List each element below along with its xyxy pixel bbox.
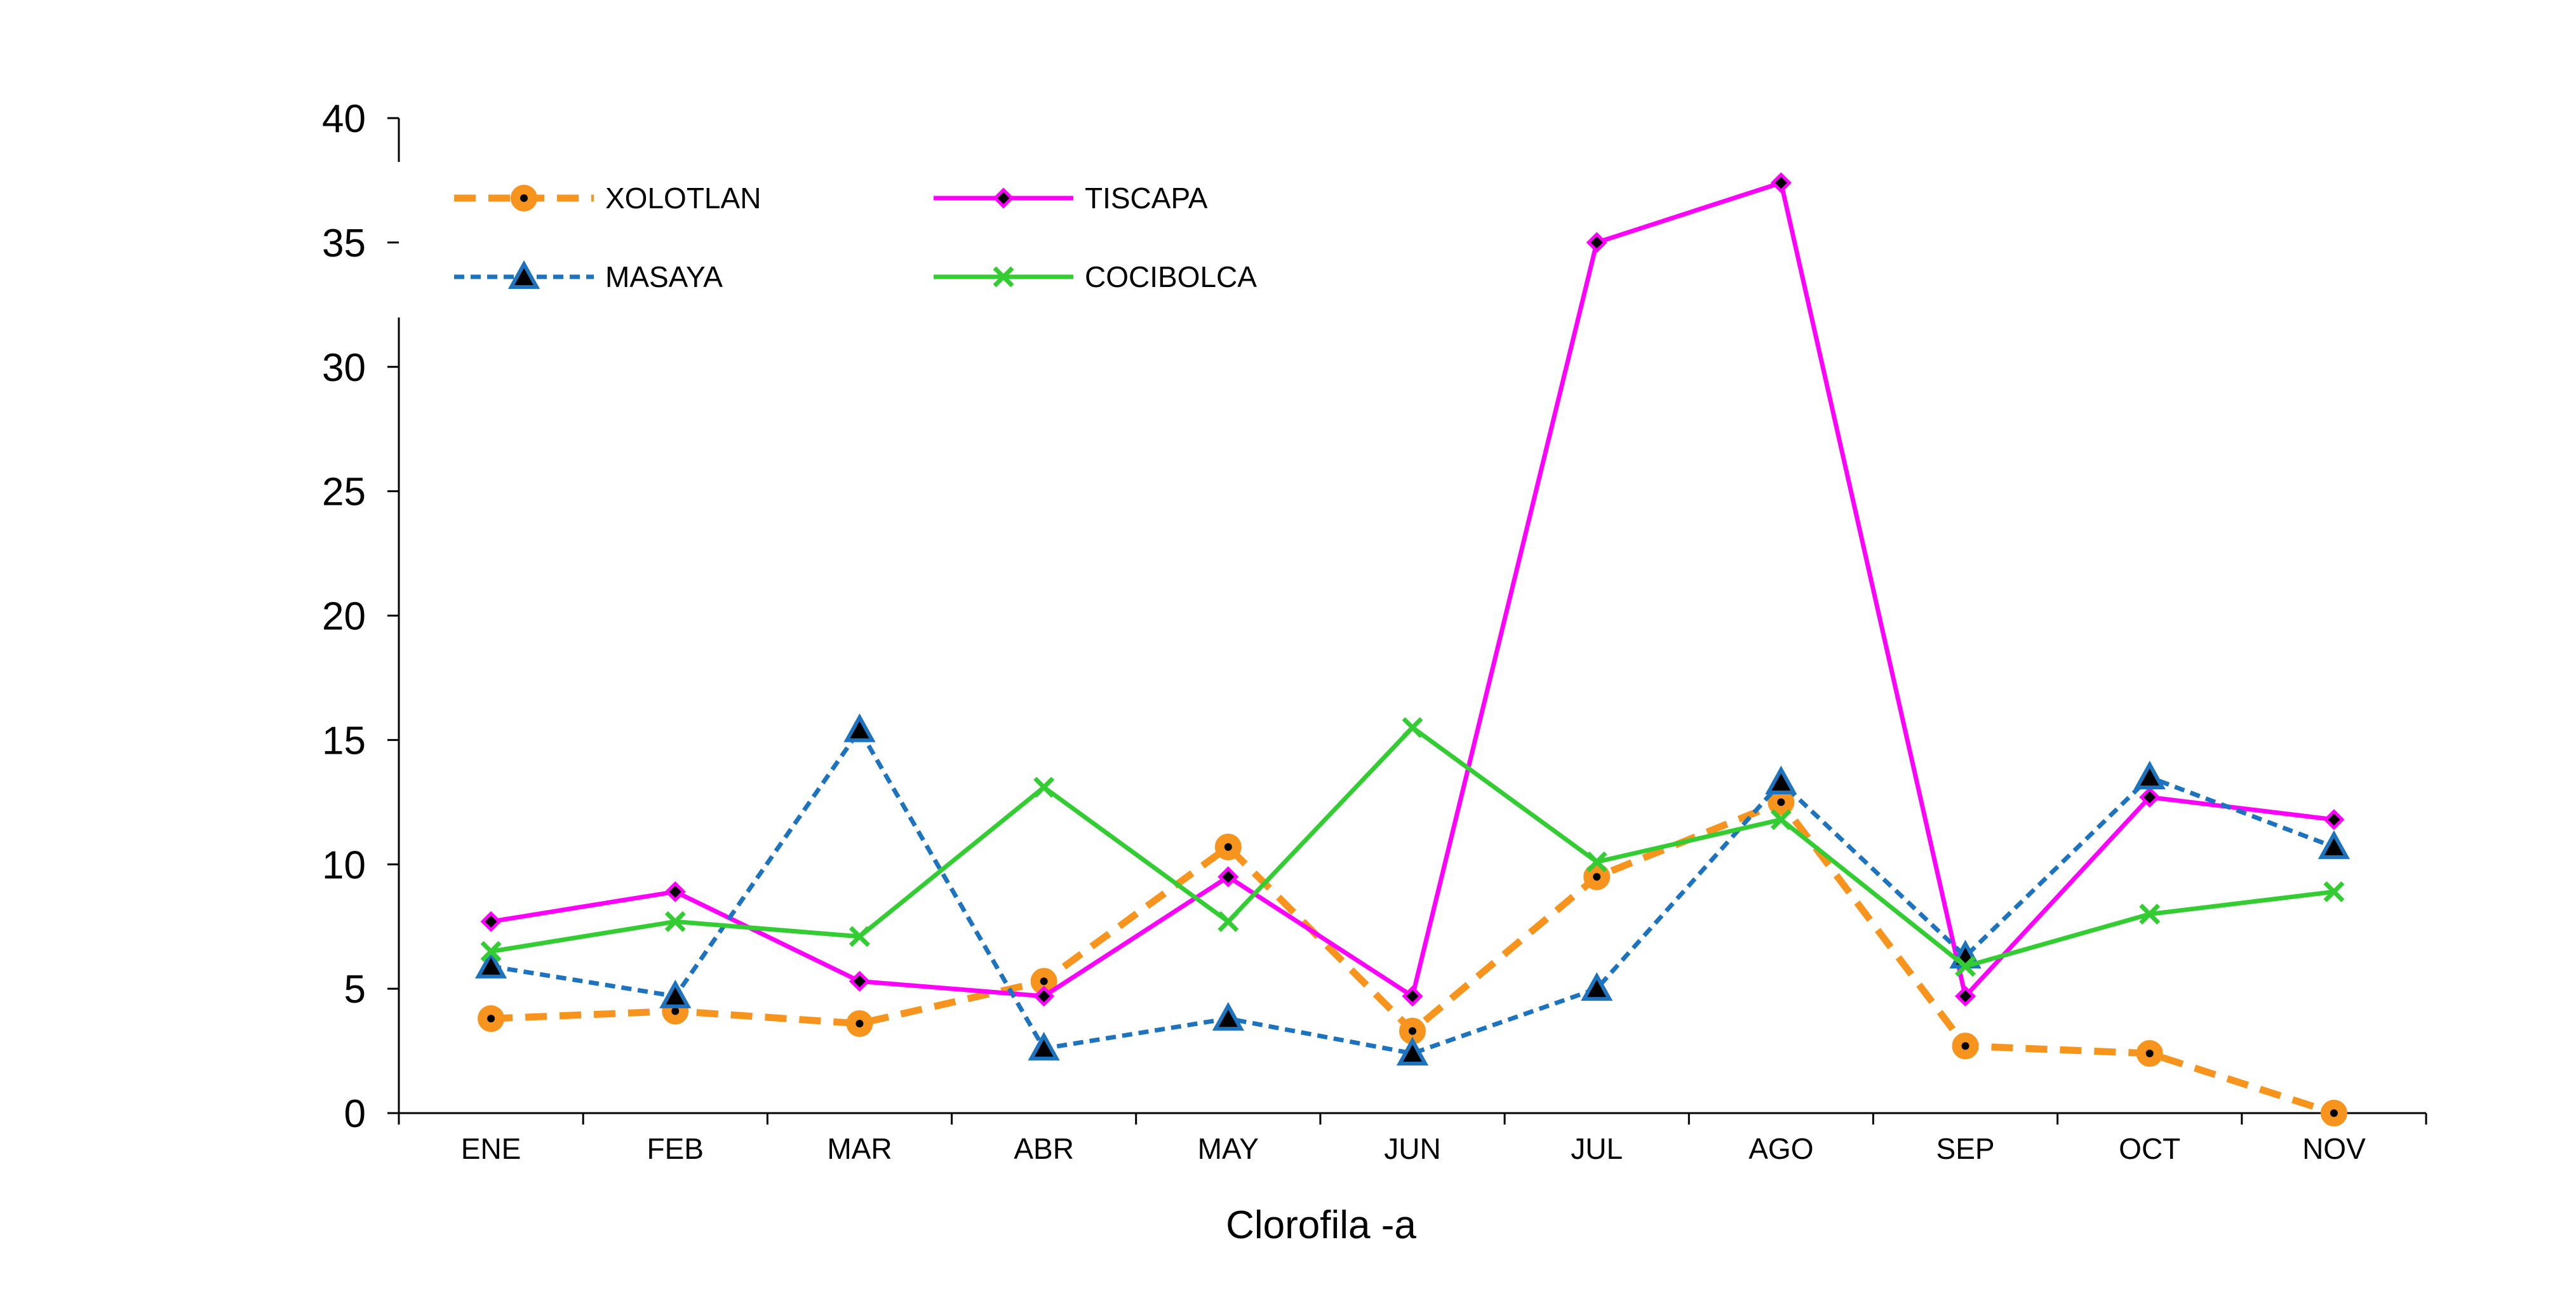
data-point-tiscapa	[664, 881, 686, 902]
data-point-xolotlan-center	[1040, 977, 1048, 985]
data-point-masaya	[659, 979, 692, 1008]
data-point-masaya	[1765, 765, 1797, 794]
series-xolotlan	[478, 789, 2347, 1126]
data-point-xolotlan-center	[671, 1007, 680, 1015]
data-point-cocibolca-b	[1218, 911, 1239, 932]
legend: XOLOTLAN TISCAPA MASAYA COCIBOLCA	[454, 182, 1257, 293]
series-line-tiscapa	[490, 180, 2335, 999]
legend-marker-cocibolca-b	[993, 266, 1014, 288]
data-point-xolotlan-center	[1409, 1027, 1416, 1035]
legend-item-cocibolca: COCIBOLCA	[934, 260, 1257, 293]
data-point-tiscapa	[1218, 866, 1239, 888]
series-cocibolca	[480, 717, 2345, 977]
data-point-cocibolca-b	[1586, 851, 1607, 872]
data-point-masaya	[1396, 1036, 1429, 1065]
x-tick-label: JUL	[1571, 1132, 1623, 1165]
data-point-xolotlan-center	[1777, 798, 1785, 806]
data-point-cocibolca-b	[1770, 809, 1792, 831]
data-point-masaya	[1212, 1001, 1244, 1031]
x-tick-label: MAR	[827, 1132, 892, 1165]
legend-item-masaya: MASAYA	[454, 260, 723, 293]
legend-label-xolotlan: XOLOTLAN	[605, 182, 761, 215]
data-point-tiscapa	[1402, 985, 1423, 1007]
data-point-tiscapa	[1586, 232, 1607, 253]
series-tiscapa	[480, 172, 2345, 1007]
data-point-cocibolca-b	[664, 911, 686, 932]
series-masaya	[474, 713, 2351, 1065]
legend-label-tiscapa: TISCAPA	[1085, 182, 1208, 215]
legend-item-xolotlan: XOLOTLAN	[454, 182, 761, 215]
series-layer	[474, 172, 2351, 1126]
x-tick-label: ENE	[461, 1132, 521, 1165]
legend-label-cocibolca: COCIBOLCA	[1085, 260, 1257, 293]
legend-marker-tiscapa	[993, 187, 1014, 209]
data-point-tiscapa	[1955, 985, 1976, 1007]
data-point-xolotlan-center	[2145, 1049, 2154, 1057]
data-point-masaya	[843, 713, 876, 742]
data-point-masaya	[474, 949, 507, 978]
x-tick-label: JUN	[1384, 1132, 1440, 1165]
y-tick-label: 0	[344, 1092, 366, 1136]
x-tick-label: FEB	[647, 1132, 704, 1165]
legend-item-tiscapa: TISCAPA	[934, 182, 1208, 215]
x-axis-label: Clorofila -a	[1226, 1203, 1416, 1247]
series-line-xolotlan	[490, 798, 2335, 1117]
data-point-tiscapa	[2323, 809, 2345, 831]
series-line-cocibolca	[490, 725, 2335, 969]
x-tick-label: OCT	[2119, 1132, 2180, 1165]
data-point-tiscapa	[2139, 786, 2161, 808]
y-tick-label: 40	[322, 97, 366, 141]
legend-marker-masaya	[507, 260, 540, 289]
legend-marker-xolotlan-center	[520, 194, 528, 202]
data-point-cocibolca-b	[2323, 881, 2345, 902]
data-point-cocibolca-b	[1402, 717, 1423, 738]
legend-label-masaya: MASAYA	[605, 260, 723, 293]
x-tick-label: ABR	[1014, 1132, 1074, 1165]
data-point-masaya	[2133, 760, 2166, 790]
x-tick-label: AGO	[1748, 1132, 1813, 1165]
y-tick-label: 25	[322, 471, 366, 514]
y-tick-label: 20	[322, 595, 366, 639]
data-point-xolotlan-center	[855, 1019, 864, 1027]
x-tick-label: NOV	[2302, 1132, 2366, 1165]
data-point-tiscapa	[1033, 985, 1055, 1007]
data-point-cocibolca-b	[2139, 904, 2161, 925]
data-point-cocibolca-b	[1955, 956, 1976, 977]
y-tick-label: 5	[344, 968, 366, 1012]
data-point-tiscapa	[480, 911, 502, 932]
data-point-xolotlan-center	[1593, 872, 1601, 881]
y-tick-label: 10	[322, 843, 366, 887]
data-point-cocibolca-b	[1033, 777, 1055, 798]
data-point-masaya	[1581, 972, 1613, 1001]
series-line-masaya	[490, 728, 2335, 1056]
data-point-xolotlan-center	[487, 1015, 495, 1023]
data-point-xolotlan-center	[2330, 1109, 2338, 1117]
data-point-masaya	[1028, 1031, 1060, 1061]
data-point-tiscapa	[1770, 172, 1792, 194]
y-tick-label: 15	[322, 719, 366, 763]
data-point-xolotlan-center	[1224, 843, 1232, 851]
data-point-cocibolca-b	[849, 926, 870, 947]
data-point-tiscapa	[849, 970, 870, 992]
y-tick-label: 35	[322, 222, 366, 265]
data-point-xolotlan-center	[1961, 1042, 1969, 1050]
y-tick-label: 30	[322, 346, 366, 390]
data-point-cocibolca-b	[480, 940, 502, 962]
x-tick-label: MAY	[1198, 1132, 1259, 1165]
x-tick-label: SEP	[1936, 1132, 1995, 1165]
axes: 0 5 10 15 20 25 30 35 40 ENE FEB MAR ABR MAY JUN JUL AGO…	[322, 97, 2427, 1165]
data-point-masaya	[2318, 830, 2351, 859]
